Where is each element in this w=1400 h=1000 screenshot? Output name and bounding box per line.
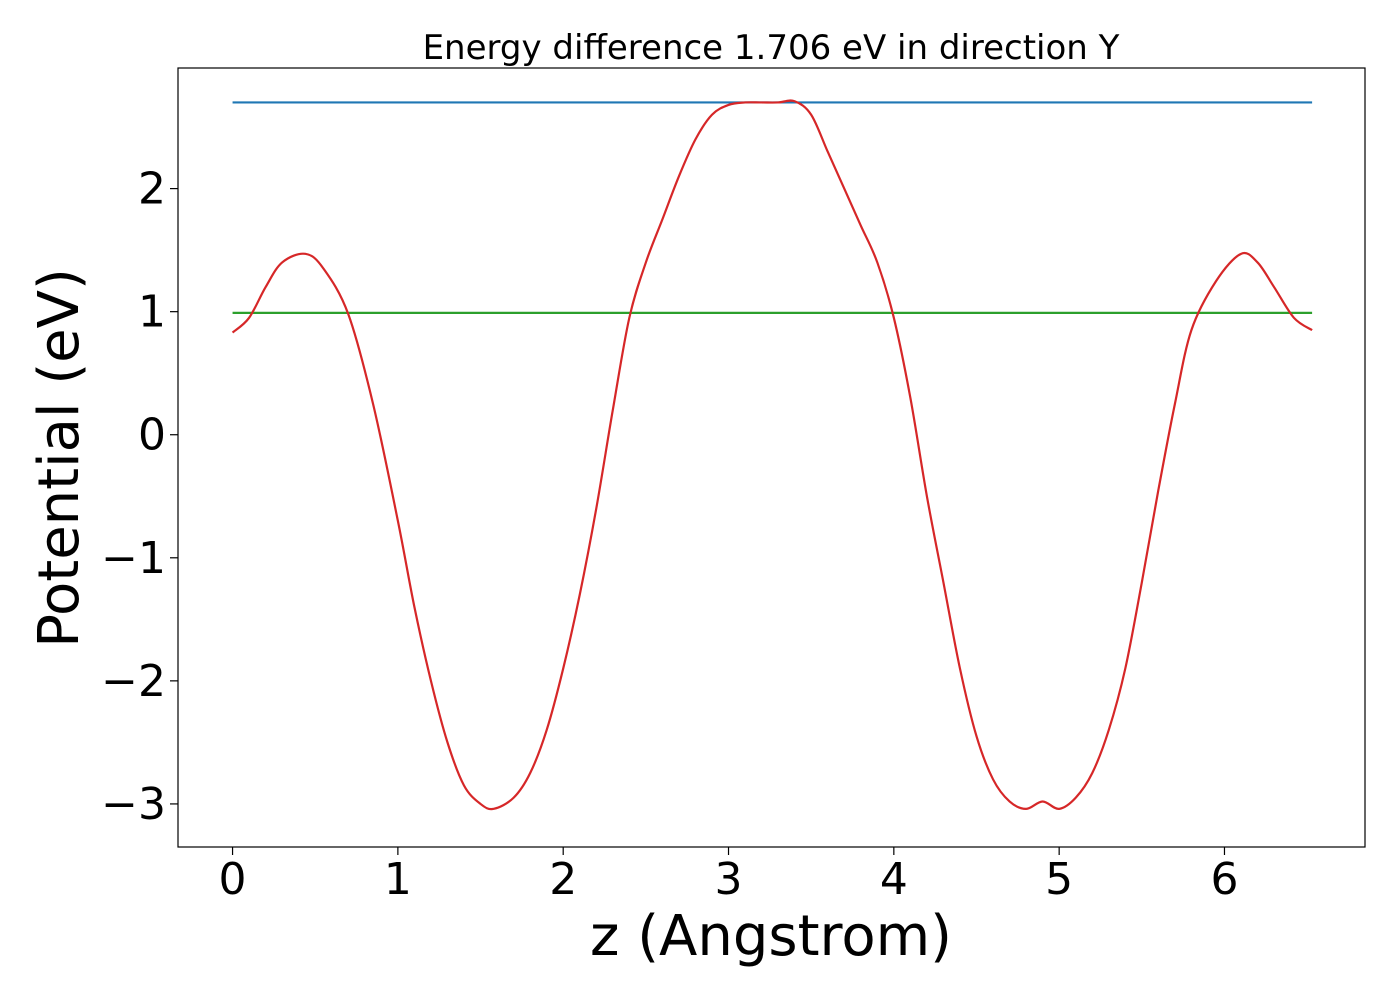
x-tick-label: 3 <box>715 854 743 905</box>
series-line-2 <box>231 99 1313 811</box>
y-tick-label: 0 <box>138 410 166 461</box>
x-axis-ticks: 0 1 2 3 4 5 6 <box>219 847 1238 905</box>
x-tick-label: 0 <box>219 854 247 905</box>
y-tick-label: 2 <box>138 164 166 215</box>
y-tick-label: 1 <box>138 287 166 338</box>
y-tick-label: −1 <box>101 533 166 584</box>
x-axis-label: z (Angstrom) <box>590 904 952 969</box>
x-tick-label: 4 <box>880 854 908 905</box>
y-axis-label: Potential (eV) <box>27 268 92 648</box>
x-tick-label: 1 <box>384 854 412 905</box>
x-tick-label: 5 <box>1045 854 1073 905</box>
y-axis-ticks: −3 −2 −1 0 1 2 <box>101 164 178 830</box>
y-tick-label: −3 <box>101 779 166 830</box>
chart-title: Energy difference 1.706 eV in direction … <box>423 28 1120 68</box>
plot-area-frame <box>177 67 1366 848</box>
series-layer <box>231 99 1313 811</box>
y-tick-label: −2 <box>101 656 166 707</box>
x-tick-label: 6 <box>1210 854 1238 905</box>
x-tick-label: 2 <box>549 854 577 905</box>
